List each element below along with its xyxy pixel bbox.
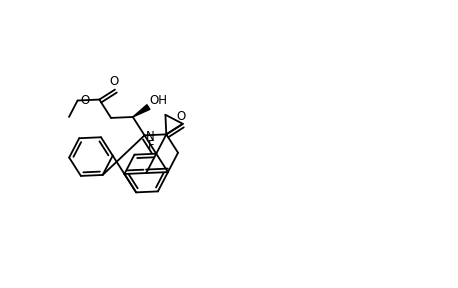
Text: N: N	[146, 130, 155, 143]
Text: OH: OH	[149, 94, 168, 107]
Text: O: O	[109, 75, 119, 88]
Text: O: O	[176, 110, 185, 123]
Polygon shape	[133, 105, 150, 117]
Text: F: F	[147, 139, 154, 152]
Text: O: O	[81, 94, 90, 107]
